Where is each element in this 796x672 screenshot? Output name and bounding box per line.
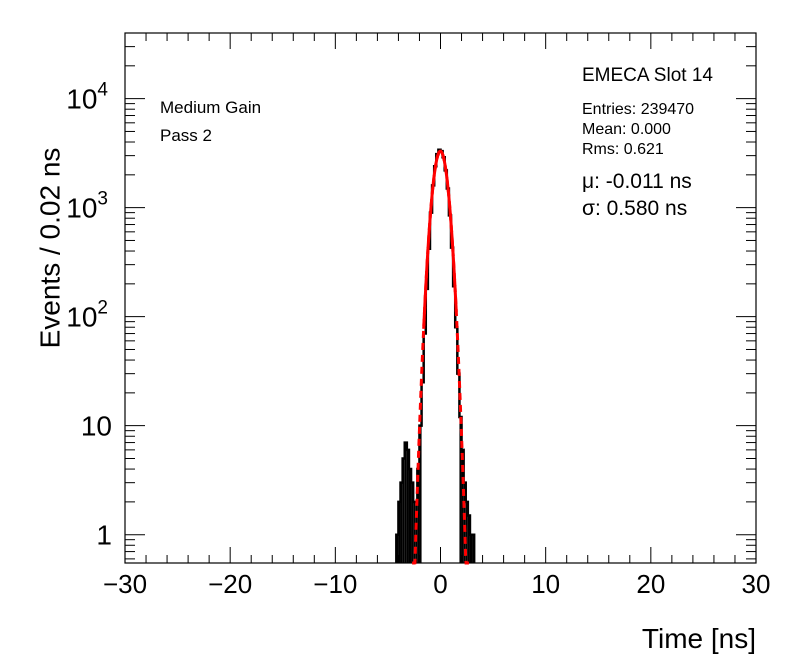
y-tick-label: 103	[66, 189, 108, 224]
stats-title: EMECA Slot 14	[582, 65, 713, 86]
y-axis-tick-labels: 1 10 102 103 104	[66, 80, 112, 551]
fit-curve-dashed	[412, 149, 469, 565]
fit-mu: μ: -0.011 ns	[582, 170, 692, 193]
x-tick-label: −10	[313, 569, 357, 599]
x-tick-label: 20	[636, 569, 665, 599]
histogram-bin	[463, 482, 466, 563]
histogram-bin	[411, 482, 414, 563]
series-layer	[395, 148, 476, 565]
stats-rms: Rms: 0.621	[582, 141, 664, 158]
histogram-bin	[404, 442, 407, 563]
y-axis-ticks	[125, 32, 756, 560]
x-axis-label: Time [ns]	[642, 623, 756, 654]
histogram-bin	[413, 501, 416, 563]
histogram-bin	[398, 501, 401, 563]
histogram-bin	[472, 534, 475, 563]
histogram-bin	[419, 425, 422, 563]
y-tick-label: 10	[81, 411, 112, 442]
x-tick-label: 30	[742, 569, 771, 599]
histogram-bin	[396, 534, 399, 563]
histogram-bin	[415, 501, 418, 563]
x-axis-tick-labels: −30 −20 −10 0 10 20 30	[103, 569, 771, 599]
x-tick-label: 10	[531, 569, 560, 599]
histogram-bin	[402, 458, 405, 563]
stats-mean: Mean: 0.000	[582, 121, 671, 138]
x-tick-label: −30	[103, 569, 147, 599]
y-tick-label: 1	[96, 520, 112, 551]
fit-sigma: σ: 0.580 ns	[582, 197, 687, 220]
histogram-bin	[406, 449, 409, 563]
annotation-gain: Medium Gain	[160, 98, 261, 117]
x-tick-label: −20	[208, 569, 252, 599]
histogram-bin	[465, 501, 468, 563]
stats-entries: Entries: 239470	[582, 101, 694, 118]
x-axis-ticks	[124, 33, 757, 563]
y-tick-label: 102	[66, 298, 108, 333]
annotation-pass: Pass 2	[160, 126, 212, 145]
histogram-bin	[459, 417, 462, 563]
x-tick-label: 0	[433, 569, 447, 599]
histogram-bin	[400, 482, 403, 563]
y-axis-label: Events / 0.02 ns	[34, 148, 65, 349]
histogram-bin	[469, 534, 473, 563]
histogram-bin	[467, 515, 470, 563]
histogram-bin	[417, 469, 420, 563]
histogram-bin	[408, 469, 412, 563]
y-tick-label: 104	[66, 80, 108, 115]
fit-curve-solid	[422, 149, 458, 329]
